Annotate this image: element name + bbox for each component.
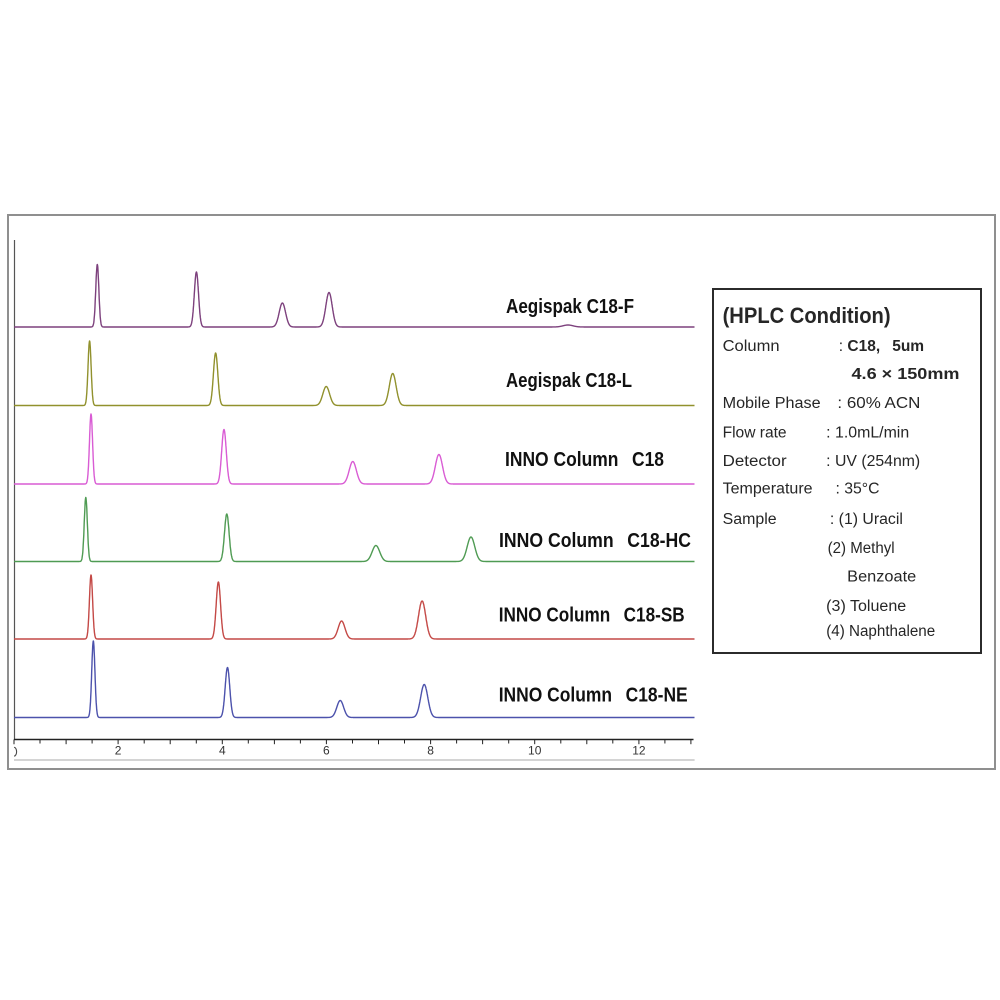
svg-text:10: 10 [528, 744, 542, 758]
svg-text:: 35°C: : 35°C [836, 480, 880, 497]
svg-text:Temperature: Temperature [723, 480, 813, 497]
svg-text:: 1.0mL/min: : 1.0mL/min [826, 424, 909, 441]
svg-text:INNO Column C18: INNO Column C18 [505, 448, 664, 471]
svg-text:Aegispak C18-L: Aegispak C18-L [506, 369, 632, 392]
svg-text:INNO Column C18-HC: INNO Column C18-HC [499, 529, 691, 552]
svg-text:6: 6 [323, 744, 330, 758]
svg-text:Column: Column [723, 338, 780, 355]
svg-text:: C18, 5um: : C18, 5um [839, 338, 924, 355]
svg-text:(HPLC Condition): (HPLC Condition) [723, 303, 891, 328]
svg-text:4.6 × 150mm: 4.6 × 150mm [852, 366, 960, 383]
svg-text:Aegispak C18-F: Aegispak C18-F [506, 295, 634, 318]
svg-text:: UV (254nm): : UV (254nm) [826, 453, 920, 470]
svg-text:(4) Naphthalene: (4) Naphthalene [826, 623, 935, 640]
svg-text:(3) Toluene: (3) Toluene [826, 598, 906, 615]
svg-text:8: 8 [427, 744, 434, 758]
svg-text:Flow rate: Flow rate [723, 424, 787, 441]
svg-text:Benzoate: Benzoate [847, 569, 916, 586]
svg-text:12: 12 [632, 744, 646, 758]
svg-text:: 60% ACN: : 60% ACN [837, 395, 920, 412]
svg-text:2: 2 [115, 744, 122, 758]
svg-text:INNO Column C18-NE: INNO Column C18-NE [499, 684, 688, 707]
svg-text:INNO Column C18-SB: INNO Column C18-SB [499, 603, 685, 626]
svg-text:Detector: Detector [723, 453, 787, 470]
svg-text:(2) Methyl: (2) Methyl [828, 540, 895, 557]
svg-text:4: 4 [219, 744, 226, 758]
svg-text:Mobile Phase: Mobile Phase [723, 395, 821, 412]
svg-text:: (1) Uracil: : (1) Uracil [830, 511, 903, 528]
svg-text:Sample: Sample [723, 511, 777, 528]
